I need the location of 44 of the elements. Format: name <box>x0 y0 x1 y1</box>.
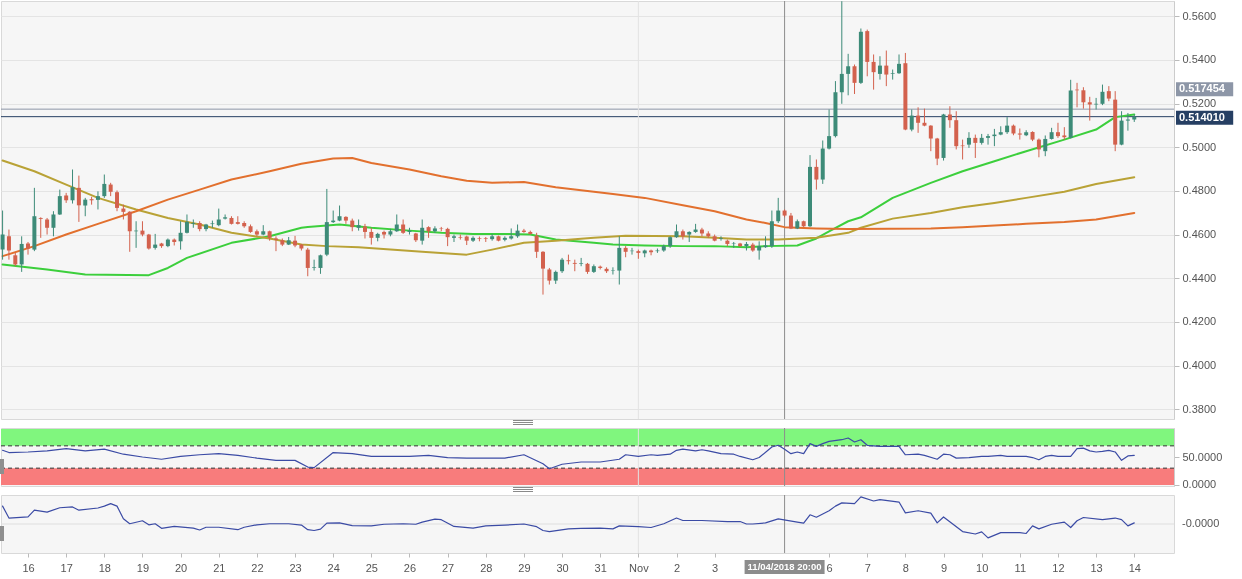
y-tick-label: 0.5200 <box>1182 97 1217 110</box>
y-tick-label: 0.4200 <box>1182 315 1217 328</box>
y-tick-label: 0.0000 <box>1182 478 1217 491</box>
x-tick-label: 25 <box>365 561 378 574</box>
x-tick-label: 13 <box>1090 561 1103 574</box>
y-tick-label: 0.3800 <box>1182 402 1217 415</box>
x-tick-label: 26 <box>403 561 417 574</box>
x-tick-label: 6 <box>826 561 833 574</box>
x-tick-label: 30 <box>556 561 569 574</box>
x-tick-label: 27 <box>442 561 455 574</box>
y-tick-label: 0.4000 <box>1182 359 1217 372</box>
y-tick-label: 0.4600 <box>1182 228 1217 241</box>
y-tick-label: 50.0000 <box>1182 450 1223 463</box>
x-tick-label: 20 <box>174 561 188 574</box>
x-tick-label: 19 <box>136 561 150 574</box>
x-tick-label: 23 <box>289 561 302 574</box>
x-tick-label: 21 <box>213 561 226 574</box>
x-tick-label: 24 <box>327 561 340 574</box>
y-tick-label: 0.5000 <box>1182 140 1217 153</box>
x-tick-label: 29 <box>518 561 531 574</box>
x-tick-label: 2 <box>673 561 681 574</box>
x-tick-label: 7 <box>864 561 871 574</box>
y-tick-label: 0.4400 <box>1182 271 1217 284</box>
y-tick-label: 0.5600 <box>1182 9 1217 22</box>
x-tick-label: 8 <box>902 561 909 574</box>
x-tick-label: 28 <box>480 561 493 574</box>
ref-line-label: 0.517454 <box>1179 82 1226 95</box>
x-tick-label: 11 <box>1014 561 1027 574</box>
x-tick-label: 17 <box>60 561 73 574</box>
x-tick-label: 22 <box>251 561 264 574</box>
y-tick-label: 0.4800 <box>1182 184 1217 197</box>
ref-line-label: 11/04/2018 20:00 <box>747 561 822 572</box>
x-tick-label: 12 <box>1052 561 1065 574</box>
x-tick-label: 9 <box>940 561 948 574</box>
x-tick-label: 14 <box>1128 561 1141 574</box>
ref-line-label: 0.514010 <box>1179 110 1225 123</box>
text: -0.0000 <box>1182 517 1220 529</box>
x-tick-label: 10 <box>976 561 989 574</box>
x-tick-label: 16 <box>22 561 35 574</box>
y-tick-label: 0.5400 <box>1182 53 1217 66</box>
x-tick-label: 18 <box>98 561 111 574</box>
x-tick-label: 3 <box>712 561 719 574</box>
x-tick-label: 31 <box>594 561 607 574</box>
x-tick-label: Nov <box>629 561 650 574</box>
